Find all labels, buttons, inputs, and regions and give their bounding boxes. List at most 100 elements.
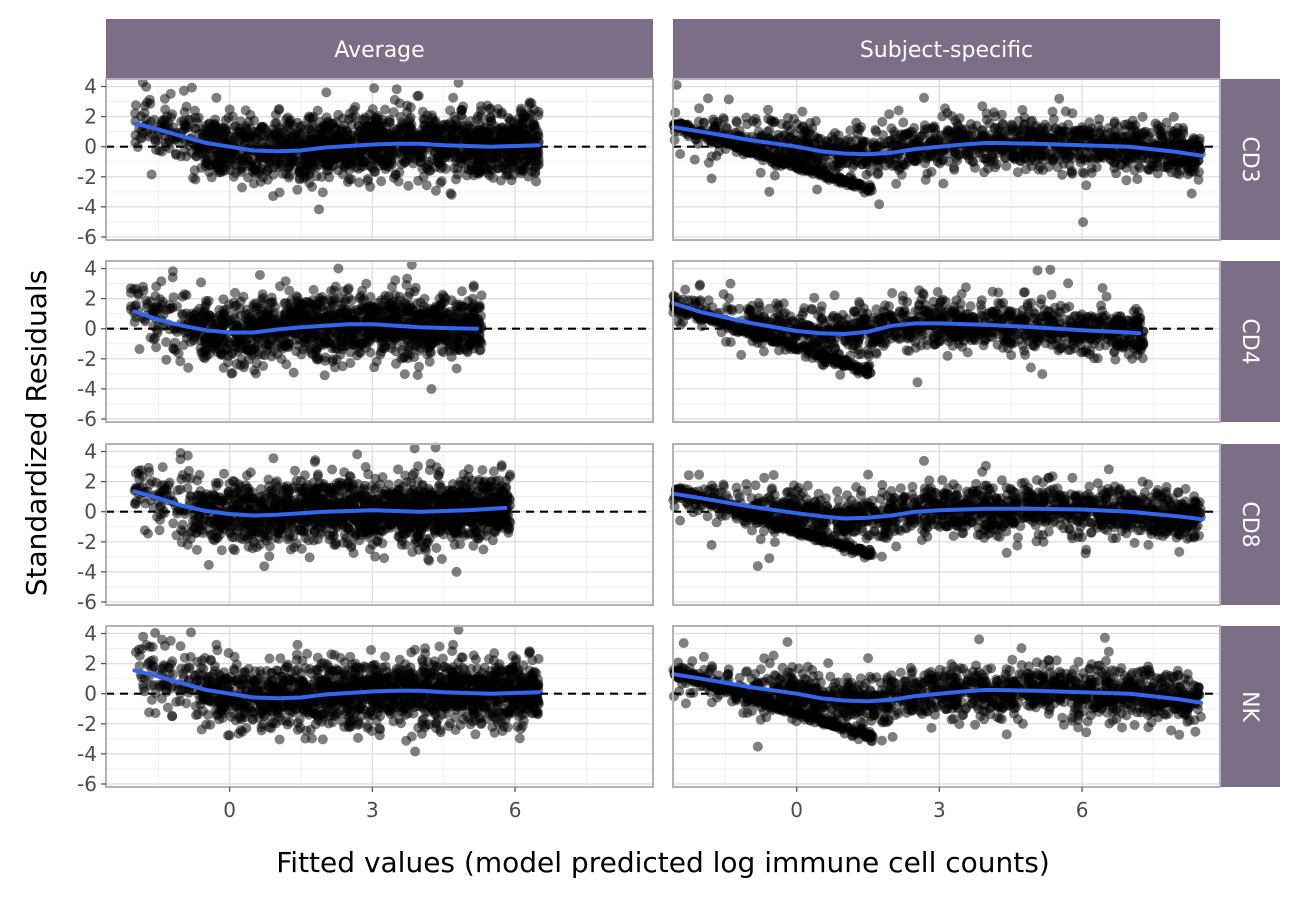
- residual-point: [312, 105, 323, 116]
- residual-point: [186, 82, 197, 93]
- residual-point: [913, 134, 923, 145]
- residual-point: [487, 152, 497, 163]
- residual-point: [1111, 168, 1122, 179]
- residual-point: [1158, 162, 1169, 173]
- residual-point: [284, 170, 295, 181]
- residual-point: [412, 370, 423, 380]
- residual-point: [680, 284, 691, 295]
- residual-point: [1029, 148, 1040, 159]
- residual-point: [468, 280, 479, 291]
- residual-point: [232, 126, 243, 137]
- residual-point: [156, 276, 167, 287]
- residual-point: [189, 314, 200, 325]
- residual-point: [451, 174, 461, 185]
- residual-point: [1043, 122, 1054, 133]
- residual-point: [249, 115, 260, 126]
- residual-point: [1173, 122, 1183, 133]
- residual-point: [421, 333, 432, 344]
- residual-point: [274, 104, 285, 114]
- residual-point: [263, 155, 274, 165]
- residual-point: [296, 349, 307, 360]
- residual-point: [236, 166, 247, 177]
- residual-point: [437, 310, 448, 321]
- residual-point: [218, 305, 229, 316]
- residual-point: [755, 167, 766, 178]
- residual-point: [531, 176, 542, 187]
- residual-point: [335, 334, 346, 345]
- residual-point: [919, 92, 929, 103]
- residual-point: [764, 152, 775, 163]
- residual-point: [1067, 108, 1078, 119]
- panel-subject-specific-cd4: [668, 260, 1221, 423]
- residual-point: [177, 291, 188, 302]
- residual-point: [199, 336, 210, 347]
- residual-point: [270, 302, 280, 313]
- residual-point: [165, 88, 176, 99]
- residual-point: [533, 106, 544, 117]
- residual-point: [461, 155, 472, 166]
- residual-point: [932, 156, 943, 167]
- residual-point: [764, 186, 775, 197]
- residual-point: [188, 172, 199, 183]
- residual-point: [995, 127, 1006, 138]
- residual-point: [319, 370, 330, 381]
- residual-point: [524, 97, 535, 108]
- residual-point: [218, 362, 229, 373]
- residual-point: [986, 151, 997, 161]
- residual-point: [294, 174, 305, 185]
- residual-point: [314, 204, 324, 215]
- residual-point: [689, 154, 700, 165]
- residual-point: [815, 168, 826, 179]
- residual-point: [864, 182, 875, 193]
- residual-point: [1194, 167, 1204, 178]
- residual-point: [339, 297, 350, 308]
- residual-point: [1086, 133, 1097, 144]
- residual-point: [339, 120, 350, 131]
- residual-point: [870, 124, 881, 135]
- residual-point: [838, 154, 849, 165]
- residual-point: [789, 113, 799, 124]
- residual-point: [401, 122, 411, 133]
- residual-point: [374, 306, 385, 317]
- residual-point: [141, 81, 152, 92]
- residual-point: [1019, 112, 1030, 123]
- residual-point: [456, 130, 467, 141]
- residual-point: [467, 333, 478, 344]
- residual-point: [706, 173, 717, 184]
- residual-point: [410, 341, 421, 352]
- residual-point: [376, 176, 387, 187]
- residual-point: [410, 282, 421, 293]
- residual-point: [517, 164, 528, 175]
- residual-point: [258, 298, 269, 309]
- residual-point: [413, 175, 424, 186]
- residual-point: [922, 168, 933, 179]
- residual-point: [333, 263, 344, 274]
- residual-point: [817, 140, 828, 151]
- residual-point: [718, 113, 729, 123]
- residual-point: [341, 151, 351, 162]
- residual-point: [313, 352, 324, 363]
- residual-point: [669, 135, 680, 145]
- residual-point: [1057, 169, 1068, 180]
- residual-point: [168, 292, 179, 303]
- residual-point: [952, 118, 963, 129]
- residual-point: [762, 126, 773, 137]
- panel-average-cd3: [105, 77, 654, 241]
- residual-point: [763, 104, 774, 115]
- residual-point: [396, 159, 407, 170]
- residual-point: [230, 287, 240, 298]
- residual-point: [294, 139, 305, 150]
- residual-point: [390, 290, 400, 301]
- residual-point: [709, 116, 720, 127]
- residual-point: [200, 124, 211, 135]
- residual-point: [202, 153, 213, 164]
- residual-point: [189, 123, 200, 134]
- residual-point: [125, 287, 136, 298]
- residual-point: [388, 107, 399, 118]
- residual-point: [390, 170, 401, 180]
- residual-point: [328, 295, 339, 306]
- residual-point: [1018, 131, 1029, 142]
- residual-point: [203, 295, 214, 306]
- residual-point: [670, 107, 681, 118]
- residual-point: [320, 312, 331, 323]
